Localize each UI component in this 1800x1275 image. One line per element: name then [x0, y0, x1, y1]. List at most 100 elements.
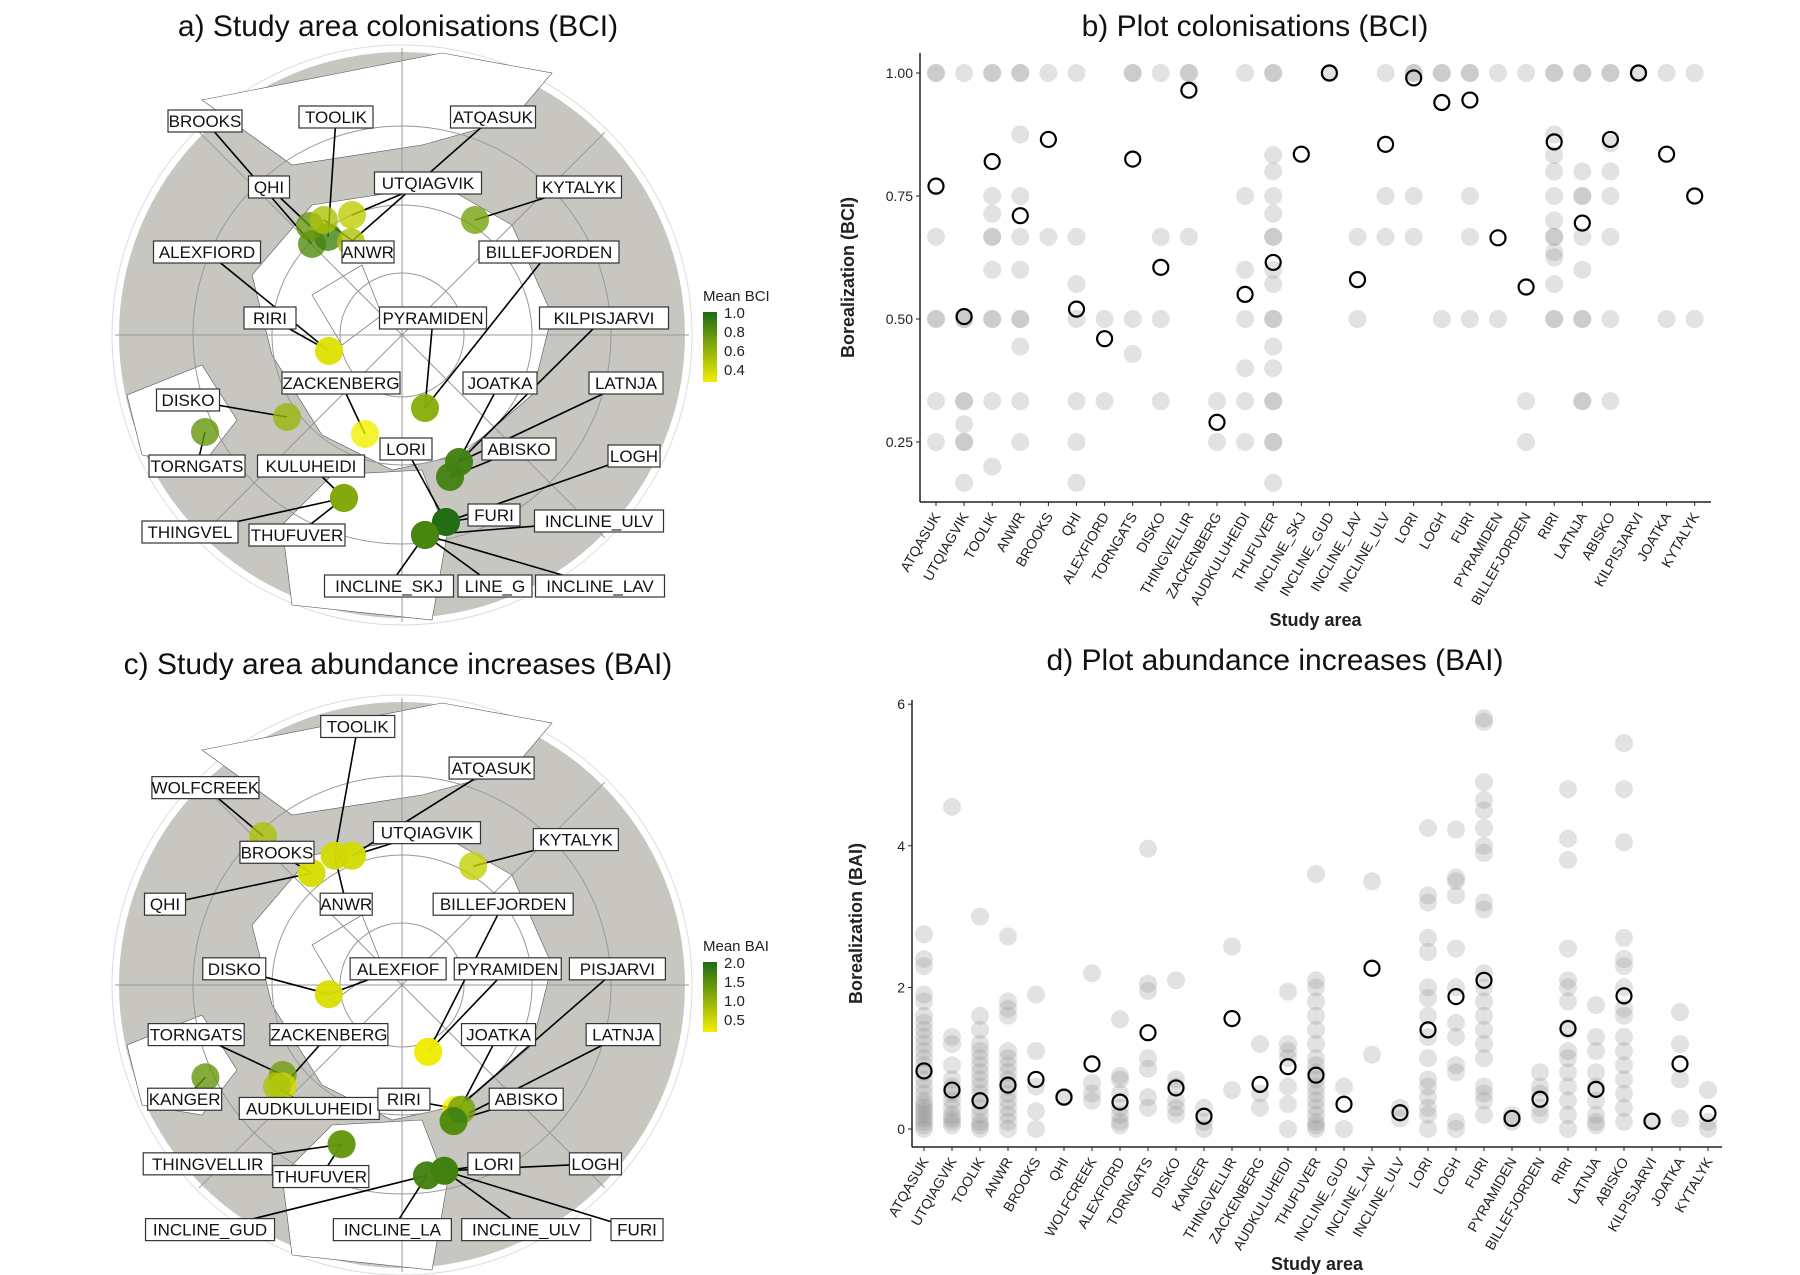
leader-line: [427, 968, 509, 1053]
plot-point: [1307, 978, 1325, 997]
plot-point: [915, 1102, 933, 1121]
plot-point: [1489, 310, 1507, 328]
leader-line: [455, 968, 618, 1111]
plot-point: [1587, 1105, 1605, 1124]
plot-point: [1404, 64, 1423, 82]
site-label: AUDKULUHEIDI: [246, 1099, 373, 1118]
mean-point: [971, 1092, 989, 1110]
plot-point: [1083, 964, 1101, 983]
plot-point: [1307, 1098, 1325, 1117]
plot-point: [915, 957, 933, 976]
plot-point: [943, 797, 961, 816]
plot-point: [1419, 943, 1437, 961]
site-label: DISKO: [162, 391, 215, 410]
plot-point: [915, 1077, 933, 1096]
plot-point: [1264, 433, 1283, 451]
leader-line: [164, 872, 312, 905]
plot-point: [1447, 872, 1465, 891]
mean-point: [915, 1062, 933, 1080]
site-point: [461, 206, 489, 234]
plot-point: [1419, 893, 1437, 912]
plot-point: [1067, 433, 1086, 451]
mean-point: [1686, 187, 1704, 205]
plot-point: [1419, 1120, 1437, 1138]
legend-colorbar: [703, 312, 717, 382]
site-label: INCLINE_ULV: [545, 512, 654, 531]
mean-point: [1391, 1104, 1409, 1122]
plot-point: [1307, 1035, 1325, 1054]
plot-point: [1236, 187, 1255, 205]
plot-point: [1376, 64, 1395, 82]
site-label: INCLINE_ULV: [472, 1221, 581, 1240]
plot-point: [1517, 433, 1536, 451]
site-label-box: [239, 840, 315, 864]
plot-point: [1475, 709, 1493, 728]
plot-point: [915, 1056, 933, 1075]
site-label: THUFUVER: [275, 1168, 368, 1187]
site-label-box: [588, 371, 664, 395]
leader-line: [206, 251, 330, 352]
y-tick-label: 0: [897, 1121, 905, 1137]
site-label: ANWR: [342, 243, 394, 262]
plot-point: [1531, 1105, 1549, 1124]
mean-point: [1489, 229, 1507, 247]
plot-point: [999, 1056, 1017, 1075]
site-label-box: [155, 388, 221, 412]
plot-point: [1587, 1027, 1605, 1046]
plot-point: [1279, 982, 1297, 1001]
site-label: KULUHEIDI: [266, 457, 357, 476]
plot-point: [955, 415, 974, 434]
mean-point: [1264, 253, 1282, 272]
site-point: [191, 418, 219, 446]
plot-point: [1419, 1049, 1437, 1068]
site-label: INCLINE_LAV: [546, 577, 654, 596]
leader-line: [333, 726, 359, 856]
plot-point: [983, 204, 1002, 223]
plot-point: [1363, 872, 1381, 891]
plot-point: [1151, 392, 1170, 411]
plot-point: [1279, 1120, 1297, 1138]
site-label: TOOLIK: [305, 108, 368, 127]
plot-point: [1615, 957, 1633, 976]
plot-point: [971, 1105, 989, 1124]
mean-point: [1587, 1080, 1605, 1098]
plot-point: [1067, 64, 1086, 82]
plot-point: [1264, 473, 1283, 492]
site-label-box: [532, 827, 619, 852]
mean-point: [1055, 1088, 1073, 1106]
plot-point: [1391, 1098, 1409, 1117]
plot-point: [1307, 1020, 1325, 1039]
site-label-box: [568, 1152, 623, 1176]
plot-point: [1587, 1112, 1605, 1131]
site-label-box: [448, 756, 535, 780]
site-label-box: [349, 957, 447, 981]
plot-point: [1419, 1006, 1437, 1025]
plot-point: [1671, 1109, 1689, 1128]
plot-point: [1615, 1070, 1633, 1089]
plot-point: [1419, 1070, 1437, 1089]
plot-point: [971, 1020, 989, 1039]
plot-point: [1615, 999, 1633, 1018]
plot-point: [1139, 839, 1157, 858]
plot-point: [983, 187, 1002, 205]
plot-point: [915, 1006, 933, 1025]
plot-point: [1503, 1112, 1521, 1131]
site-label: WOLFCREEK: [152, 779, 260, 798]
plot-point: [1279, 1095, 1297, 1114]
plot-point: [999, 1049, 1017, 1068]
mean-point: [1320, 64, 1339, 82]
site-label: RIRI: [387, 1090, 421, 1109]
plot-point: [1139, 1088, 1157, 1107]
plot-point: [971, 1006, 989, 1025]
site-label: QHI: [150, 895, 180, 914]
plot-point: [1587, 1063, 1605, 1082]
site-label: TORNGATS: [151, 457, 244, 476]
mean-point: [1223, 1009, 1241, 1028]
plot-point: [1223, 1081, 1241, 1100]
plot-point: [1139, 1059, 1157, 1078]
plot-point: [1419, 819, 1437, 838]
plot-point: [1573, 227, 1592, 246]
plot-point: [1475, 893, 1493, 912]
plot-point: [1279, 1077, 1297, 1096]
